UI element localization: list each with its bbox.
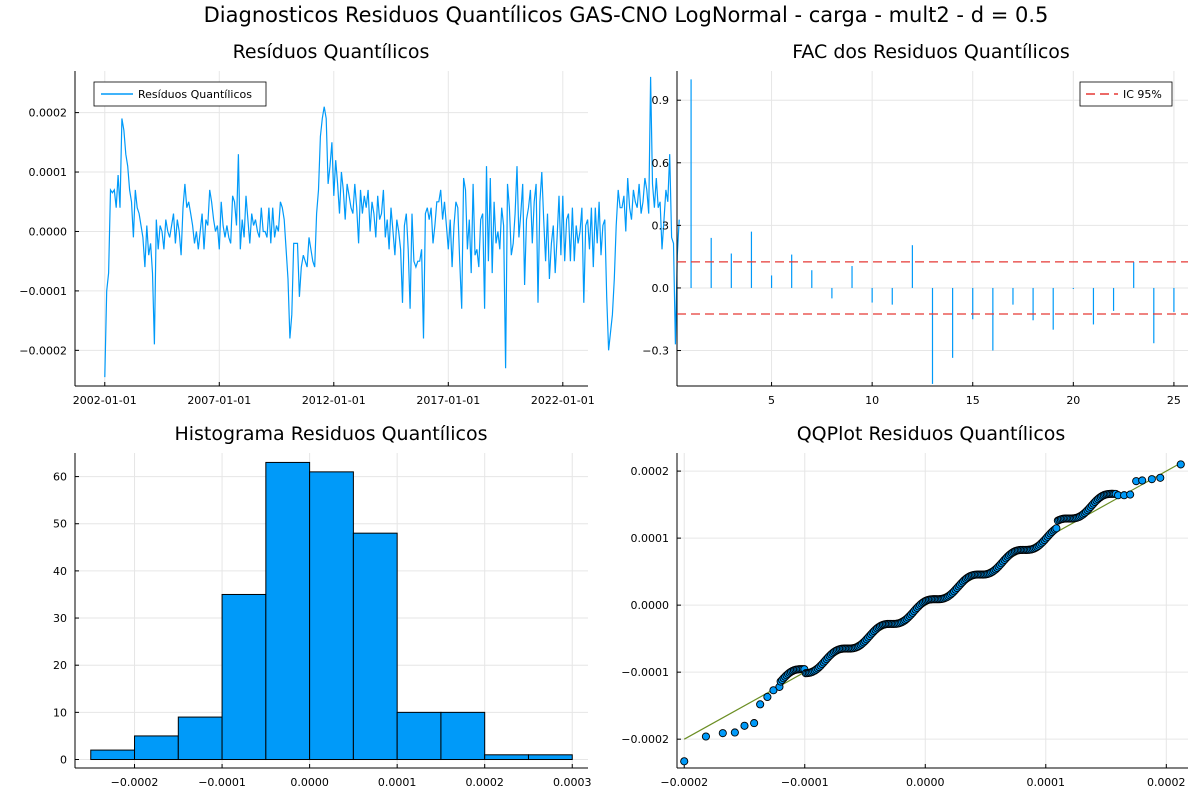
qq-point bbox=[730, 728, 739, 737]
qq-point bbox=[1052, 524, 1061, 533]
res-xtick-label: 2007-01-01 bbox=[187, 394, 251, 407]
qq-point bbox=[756, 700, 765, 709]
acf-xtick-label: 5 bbox=[768, 394, 775, 407]
res-ytick-label: 0.0002 bbox=[29, 107, 68, 120]
hist-ytick-label: 20 bbox=[53, 659, 67, 672]
qq-xtick-label: −0.0001 bbox=[781, 776, 829, 789]
qq-xtick-label: 0.0000 bbox=[906, 776, 945, 789]
panel-title-qqplot: QQPlot Residuos Quantílicos bbox=[797, 423, 1066, 445]
histogram-bar bbox=[352, 532, 398, 761]
hist-xtick-label: 0.0000 bbox=[290, 776, 329, 789]
panel-title-acf: FAC dos Residuos Quantílicos bbox=[792, 41, 1070, 63]
qq-point bbox=[1176, 460, 1185, 469]
res-ytick-label: −0.0002 bbox=[19, 344, 67, 357]
qq-ytick-label: −0.0002 bbox=[621, 733, 669, 746]
qq-ytick-label: 0.0002 bbox=[631, 465, 670, 478]
hist-ytick-label: 10 bbox=[53, 706, 67, 719]
histogram-bar bbox=[134, 735, 179, 761]
acf-ytick-label: 0.0 bbox=[652, 282, 670, 295]
res-ytick-label: 0.0000 bbox=[29, 225, 68, 238]
panel-histogram: Histograma Residuos Quantílicos −0.0002 −… bbox=[53, 423, 591, 789]
legend-box bbox=[1079, 81, 1173, 107]
qq-point bbox=[1126, 490, 1135, 499]
acf-ytick-label: 0.6 bbox=[652, 157, 670, 170]
qq-point bbox=[701, 732, 710, 741]
qq-xtick-label: 0.0001 bbox=[1027, 776, 1066, 789]
histogram-bar bbox=[90, 749, 136, 761]
legend-residuals: Resíduos Quantílicos bbox=[93, 81, 267, 107]
hist-xtick-label: 0.0001 bbox=[378, 776, 417, 789]
qq-point bbox=[680, 757, 689, 766]
panel-residuals: Resíduos Quantílicos 2002-01-01 2007-01-0… bbox=[19, 41, 680, 407]
hist-ytick-label: 50 bbox=[53, 518, 67, 531]
histogram-bar bbox=[484, 754, 529, 761]
panel-qqplot: QQPlot Residuos Quantílicos −0.0002 −0.00… bbox=[621, 423, 1188, 789]
res-xtick-label: 2012-01-01 bbox=[302, 394, 366, 407]
figure-title: Diagnosticos Residuos Quantílicos GAS-CN… bbox=[204, 3, 1049, 27]
acf-ytick-label: 0.3 bbox=[652, 219, 670, 232]
panel-title-histogram: Histograma Residuos Quantílicos bbox=[174, 423, 487, 445]
histogram-bar bbox=[177, 716, 223, 761]
histogram-bar bbox=[527, 754, 573, 761]
acf-xtick-label: 10 bbox=[865, 394, 879, 407]
hist-ytick-label: 60 bbox=[53, 471, 67, 484]
qq-point bbox=[1147, 475, 1156, 484]
res-xtick-label: 2002-01-01 bbox=[73, 394, 137, 407]
qq-point bbox=[769, 686, 778, 695]
hist-xtick-label: −0.0001 bbox=[198, 776, 246, 789]
histogram-bar bbox=[440, 711, 486, 761]
legend-label-ci: IC 95% bbox=[1123, 88, 1162, 101]
res-xtick-label: 2022-01-01 bbox=[531, 394, 595, 407]
qq-point bbox=[1156, 473, 1165, 482]
acf-xtick-label: 15 bbox=[966, 394, 980, 407]
hist-xtick-label: 0.0002 bbox=[465, 776, 504, 789]
panel-title-residuals: Resíduos Quantílicos bbox=[233, 41, 430, 63]
hist-xtick-label: −0.0002 bbox=[111, 776, 159, 789]
hist-ytick-label: 0 bbox=[60, 754, 67, 767]
residual-series-line bbox=[104, 76, 680, 378]
acf-xtick-label: 20 bbox=[1066, 394, 1080, 407]
qq-xtick-label: 0.0002 bbox=[1147, 776, 1186, 789]
qq-ytick-label: −0.0001 bbox=[621, 666, 669, 679]
res-xtick-label: 2017-01-01 bbox=[416, 394, 480, 407]
hist-ytick-label: 30 bbox=[53, 612, 67, 625]
res-ytick-label: −0.0001 bbox=[19, 285, 67, 298]
legend-label-residuals: Resíduos Quantílicos bbox=[138, 88, 252, 101]
qq-point bbox=[750, 719, 759, 728]
legend-acf: IC 95% bbox=[1079, 81, 1173, 107]
res-ytick-label: 0.0001 bbox=[29, 166, 68, 179]
qq-ytick-label: 0.0000 bbox=[631, 599, 670, 612]
qq-point bbox=[1138, 476, 1147, 485]
hist-xtick-label: 0.0003 bbox=[553, 776, 592, 789]
acf-ytick-label: −0.3 bbox=[642, 345, 669, 358]
qq-point bbox=[718, 729, 727, 738]
acf-ytick-label: 0.9 bbox=[652, 94, 670, 107]
hist-ytick-label: 40 bbox=[53, 565, 67, 578]
qq-point bbox=[763, 692, 772, 702]
histogram-bar bbox=[265, 461, 311, 761]
qq-point bbox=[740, 721, 749, 730]
panel-acf: FAC dos Residuos Quantílicos 5 10 15 20 25 −0… bbox=[642, 41, 1188, 407]
qq-xtick-label: −0.0002 bbox=[660, 776, 708, 789]
histogram-bar bbox=[396, 711, 442, 761]
histogram-bar bbox=[309, 471, 354, 761]
histogram-bar bbox=[221, 593, 267, 761]
acf-xtick-label: 25 bbox=[1167, 394, 1181, 407]
qq-ytick-label: 0.0001 bbox=[631, 532, 670, 545]
